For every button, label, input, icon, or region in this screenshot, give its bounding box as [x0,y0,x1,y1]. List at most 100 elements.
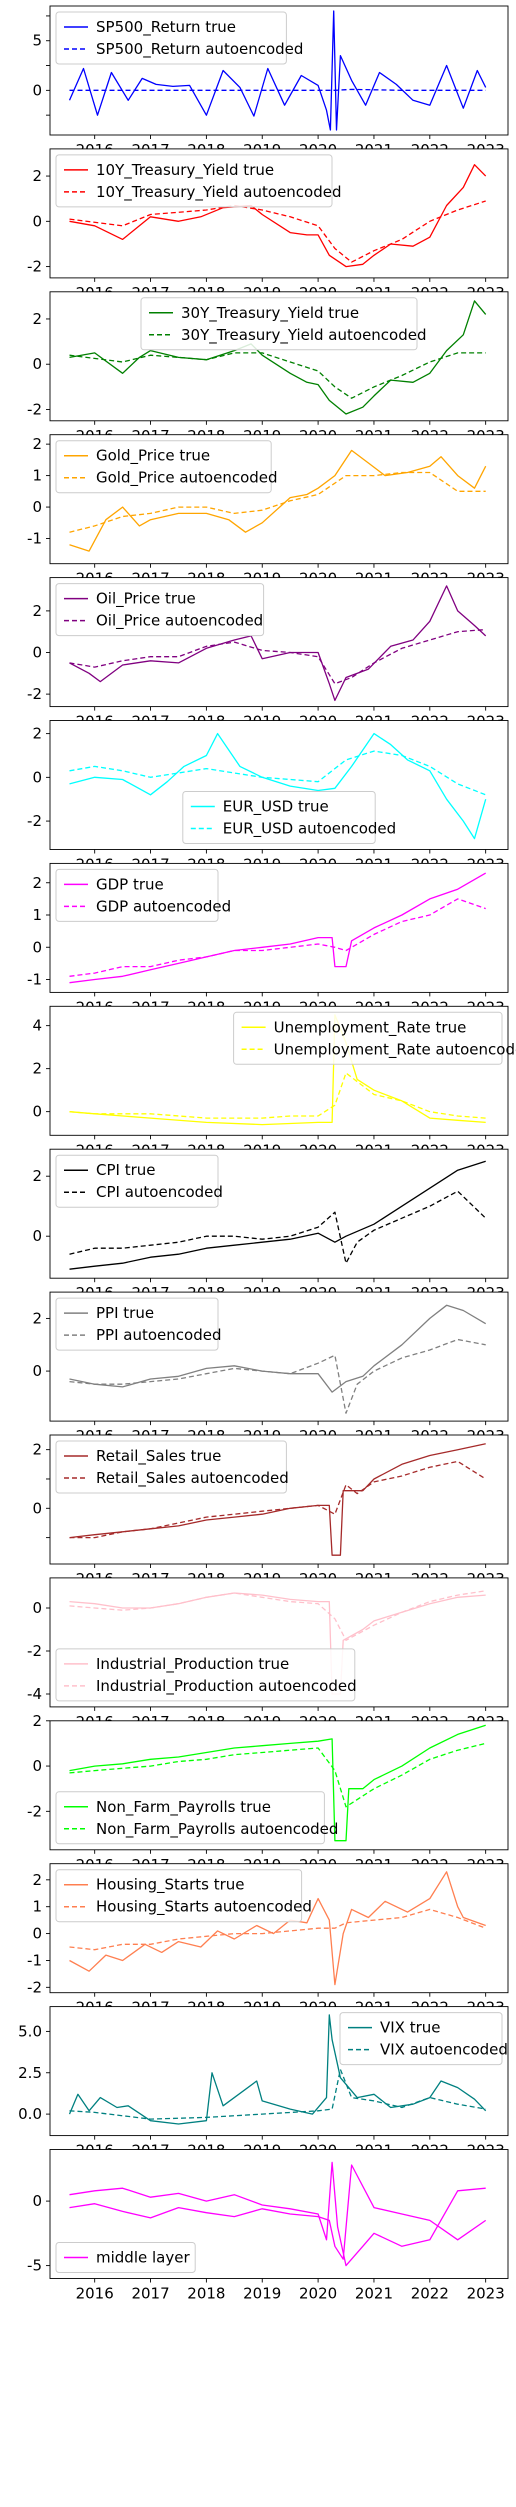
subplot: -2022016201720182019202020212022202330Y_… [27,291,509,445]
series-line [69,1871,486,1986]
axes-frame [49,291,509,422]
series-line [69,1592,486,1695]
y-tick-label: 0 [32,2192,42,2210]
axes-frame [49,1291,509,1422]
series-line [68,10,487,131]
axes-frame [49,862,509,993]
y-tick-label: 0 [32,81,42,99]
y-tick-label: 0.0 [18,2105,42,2123]
legend: Housing_Starts true Housing_Starts autoen… [55,1869,312,1923]
legend-label: VIX true [380,2019,441,2037]
legend-box [55,1297,219,1351]
y-tick-label: -5 [27,2257,42,2275]
legend: PPI true PPI autoencoded [55,1297,221,1351]
legend-box [55,1869,303,1923]
y-tick-label: 0 [32,1227,42,1245]
series-line [69,1338,486,1414]
series-line [69,449,487,552]
legend-label: EUR_USD true [223,798,329,817]
y-tick-label: -2 [27,258,42,276]
legend: Retail_Sales true Retail_Sales autoencode… [55,1440,289,1494]
series-line [69,471,486,533]
legend-label: 30Y_Treasury_Yield true [181,304,359,323]
legend-label: Housing_Starts autoencoded [96,1898,312,1917]
legend-label: Gold_Price true [96,447,210,466]
legend-box [233,1011,503,1065]
legend-label: VIX autoencoded [380,2041,508,2059]
legend-box [55,583,265,637]
legend-label: SP500_Return true [96,18,236,37]
subplot: -101220162017201820192020202120222023GDP… [27,862,509,1016]
legend-label: 30Y_Treasury_Yield autoencoded [181,326,427,345]
axes-frame [49,1148,509,1279]
legend: EUR_USD true EUR_USD autoencoded [182,791,396,844]
y-tick-label: 2 [32,1167,42,1185]
y-tick-label: -2 [27,400,42,418]
x-tick-label: 2021 [355,2285,393,2303]
series-line [69,1590,486,1641]
subplot: -2-101220162017201820192020202120222023H… [27,1863,509,2017]
legend-label: Oil_Price true [96,590,196,609]
series-line [69,2164,487,2260]
y-tick-label: -2 [27,812,42,830]
y-tick-label: 1 [32,1898,42,1916]
x-tick-label: 2018 [187,2285,225,2303]
legend-box [55,1791,325,1845]
y-tick-label: 2 [32,874,42,892]
legend-box [140,297,418,351]
y-tick-label: 5 [32,32,42,50]
series-line [69,1460,487,1539]
series-line [69,2161,486,2267]
legend: Non_Farm_Payrolls true Non_Farm_Payrolls … [55,1791,338,1845]
axes-frame [49,434,509,565]
legend-label: CPI autoencoded [96,1183,223,1201]
axes-frame [49,1434,509,1565]
legend-label: Housing_Starts true [96,1876,244,1895]
axes-frame [49,1577,509,1708]
y-tick-label: 2 [32,602,42,620]
x-tick-label: 2023 [467,2285,505,2303]
y-tick-label: 0 [32,212,42,230]
axes-frame [49,2149,509,2279]
series-line [69,872,487,984]
y-tick-label: 2 [32,167,42,185]
y-tick-label: -2 [27,1642,42,1660]
legend-box [55,440,272,494]
series-line [69,88,486,91]
subplot: -20220162017201820192020202120222023EUR_… [27,720,509,874]
y-tick-label: -2 [27,1978,42,1996]
subplot: -5 0 2016 2017 2018 2019 2020 2021 2022 2023 middl… [27,2149,509,2303]
x-tick-label: 2022 [411,2285,449,2303]
legend-label: Unemployment_Rate true [274,1018,467,1037]
y-tick-label: -1 [27,971,42,989]
axes-frame [49,720,509,850]
legend: VIX true VIX autoencoded [339,2012,508,2066]
y-tick-label: 0 [32,498,42,516]
y-tick-label: 2 [32,1060,42,1078]
y-tick-label: 2 [32,1441,42,1459]
series-line [69,1072,486,1119]
subplot: -20220162017201820192020202120222023Oil_… [27,577,509,731]
subplot: 0220162017201820192020202120222023CPI tr… [32,1148,509,1302]
subplot: -2022016201720182019202020212022202310Y_… [27,148,509,302]
legend-box [55,154,333,208]
series-line [69,1724,486,1842]
legend-label: Unemployment_Rate autoencoded [274,1040,516,1059]
y-tick-label: -4 [27,1685,42,1703]
series-line [69,1443,486,1556]
legend: Unemployment_Rate true Unemployment_Rate … [233,1011,516,1065]
subplot: -20220162017201820192020202120222023Non_… [27,1712,509,1874]
legend-label: PPI autoencoded [96,1326,221,1344]
series-line [69,200,486,263]
subplot: 0.02.55.02016201720182019202020212022202… [18,2006,509,2160]
series-line [69,1908,486,1951]
legend: Gold_Price true Gold_Price autoencoded [55,440,278,494]
legend: CPI true CPI autoencoded [55,1154,223,1208]
axes-frame [49,577,509,708]
y-tick-label: 0 [32,1499,42,1517]
series-line [69,352,486,399]
y-tick-label: 0 [32,355,42,373]
series-line [69,898,486,977]
legend-label: Non_Farm_Payrolls true [96,1798,271,1817]
